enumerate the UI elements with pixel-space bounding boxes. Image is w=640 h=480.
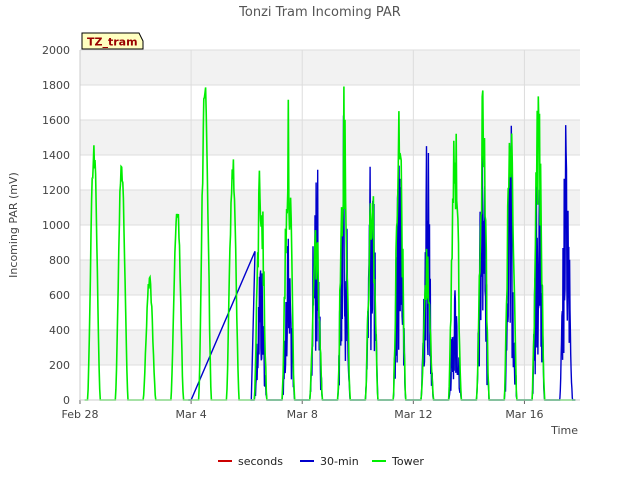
x-tick-label: Mar 16 (505, 408, 543, 421)
plot-band (80, 50, 580, 85)
chart-title: Tonzi Tram Incoming PAR (238, 5, 401, 20)
x-tick-label: Mar 12 (394, 408, 432, 421)
x-tick-label: Feb 28 (62, 408, 99, 421)
site-label-box: TZ_tram (81, 32, 144, 50)
y-tick-label: 2000 (42, 44, 70, 57)
plot-band (80, 190, 580, 225)
site-label: TZ_tram (87, 36, 138, 49)
x-axis-label: Time (550, 424, 578, 437)
y-tick-label: 0 (63, 394, 70, 407)
x-tick-label: Mar 4 (175, 408, 206, 421)
y-tick-label: 800 (49, 254, 70, 267)
y-tick-label: 1400 (42, 149, 70, 162)
legend-label-30-min: 30-min (320, 455, 359, 468)
plot-band (80, 120, 580, 155)
y-tick-label: 1800 (42, 79, 70, 92)
y-tick-label: 1000 (42, 219, 70, 232)
plot-band (80, 260, 580, 295)
axes: 0 200 400 600 800 1000 1200 1400 1600 1800 2000 Feb… (42, 44, 580, 421)
x-tick-label: Mar 8 (287, 408, 318, 421)
y-tick-label: 600 (49, 289, 70, 302)
y-axis-label: Incoming PAR (mV) (7, 172, 20, 278)
legend: seconds 30-min Tower (218, 455, 424, 468)
y-tick-label: 200 (49, 359, 70, 372)
y-tick-label: 1600 (42, 114, 70, 127)
plot-band (80, 330, 580, 365)
y-tick-label: 1200 (42, 184, 70, 197)
y-tick-label: 400 (49, 324, 70, 337)
legend-label-tower: Tower (391, 455, 424, 468)
legend-label-seconds: seconds (238, 455, 283, 468)
